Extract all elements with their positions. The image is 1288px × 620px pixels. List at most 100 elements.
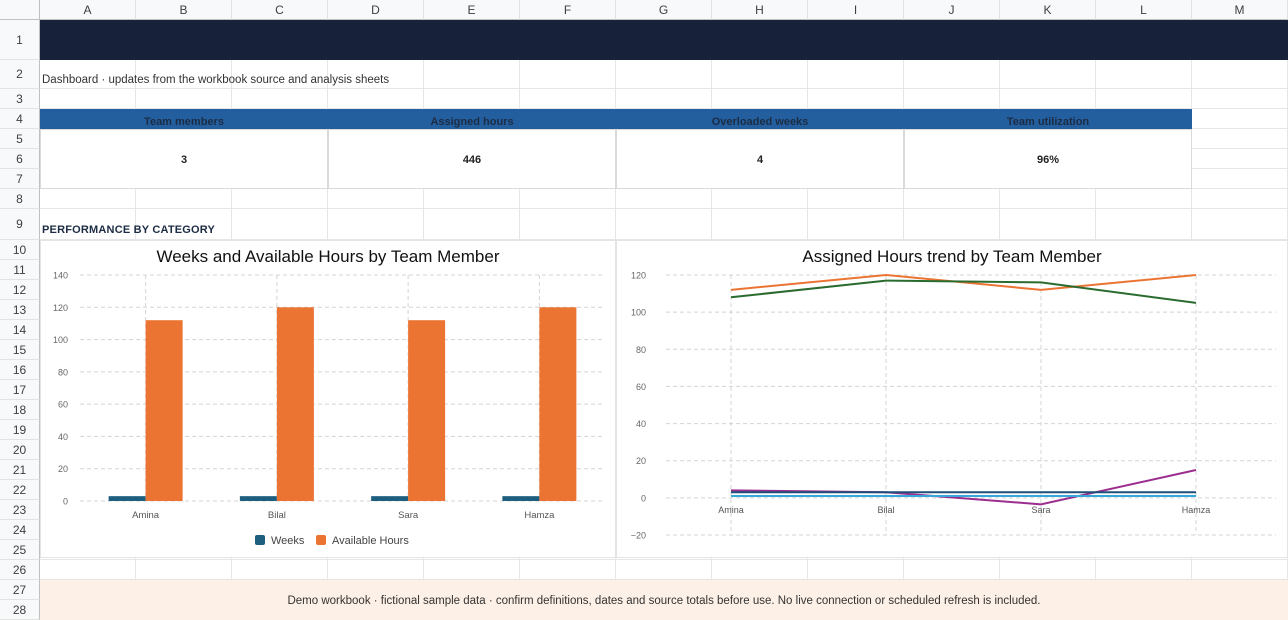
row-header-24[interactable]: 24 bbox=[0, 520, 40, 540]
row-gridline bbox=[40, 239, 1288, 240]
row-header-17[interactable]: 17 bbox=[0, 380, 40, 400]
kpi-value-overloaded-weeks: 4 bbox=[756, 154, 764, 166]
row-header-27[interactable]: 27 bbox=[0, 580, 40, 600]
row-header-19[interactable]: 19 bbox=[0, 420, 40, 440]
series-line-3 bbox=[730, 469, 1197, 506]
row-header-6[interactable]: 6 bbox=[0, 149, 40, 169]
y-tick-label: 20 bbox=[58, 464, 68, 474]
kpi-card-team-members[interactable] bbox=[40, 129, 328, 189]
y-tick-label: 0 bbox=[63, 497, 68, 507]
kpi-label-assigned-hours: Assigned hours bbox=[328, 109, 616, 129]
row-header-9[interactable]: 9 bbox=[0, 209, 40, 240]
row-header-20[interactable]: 20 bbox=[0, 440, 40, 460]
x-tick-label: Sara bbox=[398, 510, 419, 521]
x-tick-label: Hamza bbox=[524, 510, 555, 521]
x-tick-label: Amina bbox=[132, 510, 160, 521]
row-header-4[interactable]: 4 bbox=[0, 109, 40, 129]
dashboard-subtitle: Dashboard · updates from the workbook so… bbox=[42, 74, 390, 86]
row-header-15[interactable]: 15 bbox=[0, 340, 40, 360]
kpi-value-assigned-hours: 446 bbox=[462, 154, 482, 166]
row-header-22[interactable]: 22 bbox=[0, 480, 40, 500]
column-header-d[interactable]: D bbox=[328, 0, 424, 20]
legend-swatch bbox=[255, 535, 265, 545]
y-tick-label: 0 bbox=[641, 493, 646, 503]
y-tick-label: 120 bbox=[53, 303, 68, 313]
y-tick-label: 80 bbox=[636, 345, 646, 355]
y-tick-label: 100 bbox=[631, 308, 646, 318]
row-header-11[interactable]: 11 bbox=[0, 260, 40, 280]
column-header-a[interactable]: A bbox=[40, 0, 136, 20]
x-tick-label: Sara bbox=[1031, 505, 1050, 515]
line-chart-title: Assigned Hours trend by Team Member bbox=[802, 247, 1102, 266]
kpi-card-assigned-hours[interactable] bbox=[328, 129, 616, 189]
legend-swatch bbox=[316, 535, 326, 545]
row-header-3[interactable]: 3 bbox=[0, 89, 40, 109]
y-tick-label: −20 bbox=[631, 531, 646, 541]
column-header-g[interactable]: G bbox=[616, 0, 712, 20]
x-tick-label: Bilal bbox=[877, 505, 894, 515]
row-header-7[interactable]: 7 bbox=[0, 169, 40, 189]
row-header-25[interactable]: 25 bbox=[0, 540, 40, 560]
series-line-2 bbox=[730, 279, 1197, 304]
row-header-12[interactable]: 12 bbox=[0, 280, 40, 300]
row-header-14[interactable]: 14 bbox=[0, 320, 40, 340]
y-tick-label: 120 bbox=[631, 271, 646, 281]
kpi-card-overloaded-weeks[interactable] bbox=[616, 129, 904, 189]
bar-chart-title: Weeks and Available Hours by Team Member bbox=[156, 247, 500, 266]
column-header-l[interactable]: L bbox=[1096, 0, 1192, 20]
kpi-label-team-utilization: Team utilization bbox=[904, 109, 1192, 129]
column-header-b[interactable]: B bbox=[136, 0, 232, 20]
y-tick-label: 40 bbox=[636, 419, 646, 429]
column-header-h[interactable]: H bbox=[712, 0, 808, 20]
column-header-e[interactable]: E bbox=[424, 0, 520, 20]
row-header-28[interactable]: 28 bbox=[0, 600, 40, 620]
y-tick-label: 100 bbox=[53, 335, 68, 345]
bar-available-hours bbox=[539, 307, 577, 501]
column-header-f[interactable]: F bbox=[520, 0, 616, 20]
row-header-16[interactable]: 16 bbox=[0, 360, 40, 380]
kpi-value-team-members: 3 bbox=[180, 154, 188, 166]
row-header-13[interactable]: 13 bbox=[0, 300, 40, 320]
column-header-j[interactable]: J bbox=[904, 0, 1000, 20]
x-tick-label: Amina bbox=[718, 505, 744, 515]
title-band bbox=[40, 20, 1288, 60]
row-gridline bbox=[40, 559, 1288, 560]
y-tick-label: 140 bbox=[53, 271, 68, 281]
bar-chart-panel[interactable] bbox=[40, 240, 616, 558]
section-title: PERFORMANCE BY CATEGORY bbox=[42, 224, 216, 236]
row-gridline bbox=[40, 579, 1288, 580]
bar-weeks bbox=[502, 496, 540, 501]
column-header-i[interactable]: I bbox=[808, 0, 904, 20]
y-tick-label: 60 bbox=[636, 382, 646, 392]
legend-label: Weeks bbox=[271, 535, 305, 547]
row-header-23[interactable]: 23 bbox=[0, 500, 40, 520]
row-header-10[interactable]: 10 bbox=[0, 240, 40, 260]
row-gridline bbox=[40, 88, 1288, 89]
y-tick-label: 60 bbox=[58, 400, 68, 410]
legend-label: Available Hours bbox=[332, 535, 409, 547]
select-all-corner[interactable] bbox=[0, 0, 40, 20]
row-gridline bbox=[40, 208, 1288, 209]
row-header-5[interactable]: 5 bbox=[0, 129, 40, 149]
bar-available-hours bbox=[145, 320, 183, 501]
column-header-k[interactable]: K bbox=[1000, 0, 1096, 20]
footer-band bbox=[40, 580, 1288, 620]
row-header-1[interactable]: 1 bbox=[0, 20, 40, 60]
row-header-2[interactable]: 2 bbox=[0, 60, 40, 89]
column-header-m[interactable]: M bbox=[1192, 0, 1288, 20]
row-header-18[interactable]: 18 bbox=[0, 400, 40, 420]
bar-available-hours bbox=[408, 320, 446, 501]
row-header-26[interactable]: 26 bbox=[0, 560, 40, 580]
bar-weeks bbox=[371, 496, 409, 501]
bar-chart: 0 20 40 60 80 100 120 140 Amina Bilal Sara Hamza Wee… bbox=[53, 271, 605, 547]
row-header-21[interactable]: 21 bbox=[0, 460, 40, 480]
column-header-c[interactable]: C bbox=[232, 0, 328, 20]
bar-weeks bbox=[239, 496, 277, 501]
y-tick-label: 20 bbox=[636, 456, 646, 466]
kpi-label-overloaded-weeks: Overloaded weeks bbox=[616, 109, 904, 129]
row-gridline bbox=[40, 108, 1288, 109]
line-chart: −20 0 20 40 60 80 100 120 Amina Bilal Sara Hamza bbox=[631, 271, 1276, 541]
y-tick-label: 80 bbox=[58, 367, 68, 377]
row-header-8[interactable]: 8 bbox=[0, 189, 40, 209]
kpi-card-team-utilization[interactable] bbox=[904, 129, 1192, 189]
